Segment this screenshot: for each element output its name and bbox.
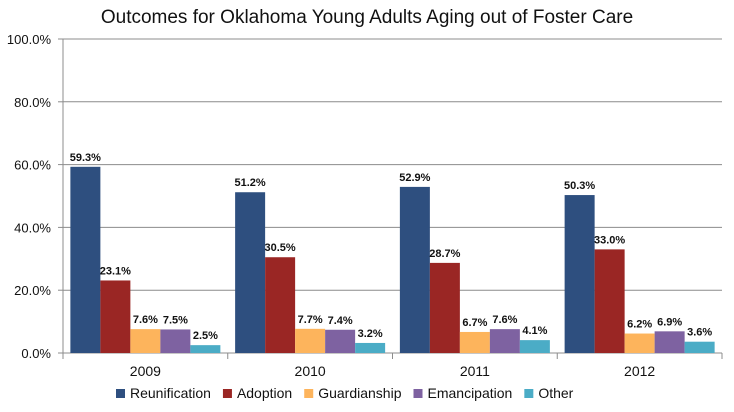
data-label: 7.7% <box>298 314 323 326</box>
bar-adoption <box>594 249 625 353</box>
data-label: 7.6% <box>492 314 517 326</box>
bar-other <box>519 340 550 353</box>
bar-other <box>355 342 386 353</box>
legend-label: Guardianship <box>318 385 401 401</box>
bar-guardianship <box>130 329 161 353</box>
bar-guardianship <box>459 331 490 353</box>
data-label: 52.9% <box>399 172 430 184</box>
data-label: 51.2% <box>235 177 266 189</box>
bar-adoption <box>429 262 460 353</box>
data-label: 2.5% <box>193 330 218 342</box>
data-label: 4.1% <box>522 325 547 337</box>
legend-swatch-other <box>524 389 534 398</box>
data-label: 59.3% <box>70 152 101 164</box>
data-label: 6.9% <box>657 316 682 328</box>
legend-swatch-reunification <box>116 389 125 398</box>
x-category-label: 2010 <box>295 363 326 379</box>
bar-other <box>190 345 221 353</box>
data-label: 7.6% <box>133 314 158 326</box>
bar-emancipation <box>325 329 356 353</box>
data-label: 28.7% <box>429 248 460 260</box>
legend-swatch-guardianship <box>304 389 314 398</box>
bars <box>70 166 715 353</box>
bar-guardianship <box>624 333 655 353</box>
legend-label: Emancipation <box>428 385 513 401</box>
bar-adoption <box>265 257 296 353</box>
x-category-label: 2012 <box>624 363 655 379</box>
data-label: 50.3% <box>564 180 595 192</box>
legend-swatch-adoption <box>222 389 232 398</box>
bar-guardianship <box>295 328 326 353</box>
chart-title: Outcomes for Oklahoma Young Adults Aging… <box>101 7 633 28</box>
data-label: 30.5% <box>265 242 296 254</box>
legend-label: Reunification <box>130 385 211 401</box>
data-label: 7.5% <box>163 314 188 326</box>
legend-label: Adoption <box>237 385 292 401</box>
y-tick-label: 0.0% <box>21 346 51 361</box>
legend-label: Other <box>538 385 573 401</box>
bar-other <box>684 341 715 353</box>
bar-emancipation <box>654 331 685 353</box>
data-label: 6.7% <box>462 317 487 329</box>
data-label: 7.4% <box>328 315 353 327</box>
bar-emancipation <box>489 329 520 353</box>
legend: Reunification Adoption Guardianship Emancip… <box>116 385 574 401</box>
bar-reunification <box>564 195 595 353</box>
data-label: 3.2% <box>358 328 383 340</box>
x-category-label: 2011 <box>460 363 490 379</box>
data-labels: 59.3% 23.1% 7.6% 7.5% 2.5% 51.2% 30.5% 7.7% 7.4%… <box>70 152 713 342</box>
data-label: 33.0% <box>594 234 625 246</box>
y-tick-label: 60.0% <box>14 158 51 173</box>
bar-reunification <box>399 186 430 353</box>
y-tick-label: 100.0% <box>7 32 52 47</box>
y-tick-label: 40.0% <box>14 220 51 235</box>
bar-reunification <box>70 166 101 353</box>
bar-emancipation <box>160 329 191 353</box>
y-tick-label: 20.0% <box>14 283 51 298</box>
data-label: 23.1% <box>100 265 131 277</box>
legend-swatch-emancipation <box>413 389 423 398</box>
data-label: 3.6% <box>687 327 712 339</box>
bar-reunification <box>235 192 266 353</box>
x-category-label: 2009 <box>130 363 161 379</box>
y-tick-label: 80.0% <box>14 95 51 110</box>
data-label: 6.2% <box>627 319 652 331</box>
bar-adoption <box>100 280 131 353</box>
